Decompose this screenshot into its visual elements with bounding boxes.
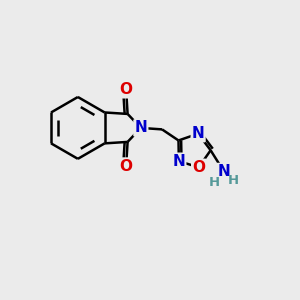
Text: N: N (172, 154, 185, 169)
Text: H: H (228, 174, 239, 188)
Text: N: N (218, 164, 230, 179)
Text: O: O (120, 82, 133, 97)
Text: N: N (192, 126, 205, 141)
Text: O: O (120, 158, 133, 173)
Text: O: O (192, 160, 205, 175)
Text: H: H (209, 176, 220, 189)
Text: N: N (134, 120, 147, 135)
